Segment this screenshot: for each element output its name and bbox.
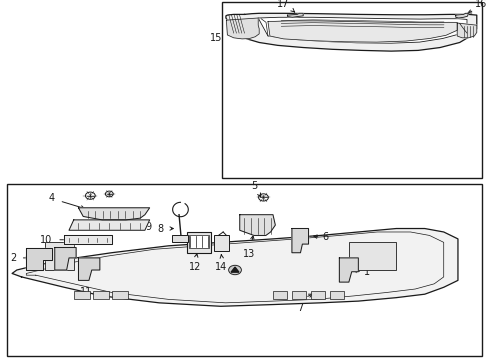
Bar (272, 291, 286, 300)
Bar (74, 291, 90, 300)
Bar (213, 235, 229, 251)
Polygon shape (55, 248, 76, 270)
Polygon shape (12, 229, 457, 306)
Text: 5: 5 (250, 181, 257, 192)
Polygon shape (291, 229, 308, 253)
Polygon shape (456, 23, 476, 38)
Polygon shape (258, 17, 466, 43)
Polygon shape (239, 215, 275, 235)
Polygon shape (226, 18, 259, 39)
Bar (329, 291, 344, 300)
Polygon shape (267, 21, 456, 42)
Polygon shape (64, 235, 111, 244)
Bar (111, 291, 128, 300)
Text: 2: 2 (11, 253, 17, 263)
Text: 7: 7 (297, 303, 303, 313)
Polygon shape (78, 208, 149, 220)
Polygon shape (231, 267, 239, 272)
Polygon shape (78, 258, 100, 280)
Text: 12: 12 (188, 262, 201, 272)
Circle shape (228, 265, 241, 275)
Bar (310, 291, 325, 300)
Bar (186, 232, 211, 253)
Polygon shape (455, 13, 468, 18)
Text: 4: 4 (48, 193, 55, 203)
Polygon shape (69, 220, 149, 230)
Text: 10: 10 (40, 235, 52, 245)
Bar (172, 235, 187, 242)
Text: 6: 6 (322, 232, 328, 242)
Text: 14: 14 (214, 262, 226, 272)
Text: 17: 17 (276, 0, 288, 9)
Text: 13: 13 (243, 249, 255, 259)
Text: 3: 3 (75, 237, 81, 247)
Text: 16: 16 (474, 0, 487, 9)
Text: 8: 8 (158, 224, 163, 234)
Text: 9: 9 (144, 222, 151, 232)
Bar (291, 291, 305, 300)
Bar (348, 242, 395, 270)
Text: 15: 15 (210, 33, 222, 43)
Polygon shape (225, 13, 476, 51)
Bar (222, 2, 481, 178)
Polygon shape (339, 258, 358, 282)
Bar (7, 184, 481, 356)
Bar (93, 291, 109, 300)
Text: 11: 11 (80, 287, 92, 297)
Polygon shape (26, 248, 52, 270)
Polygon shape (287, 13, 303, 17)
Bar (45, 242, 74, 270)
Text: 1: 1 (363, 267, 369, 277)
Bar (188, 235, 209, 248)
